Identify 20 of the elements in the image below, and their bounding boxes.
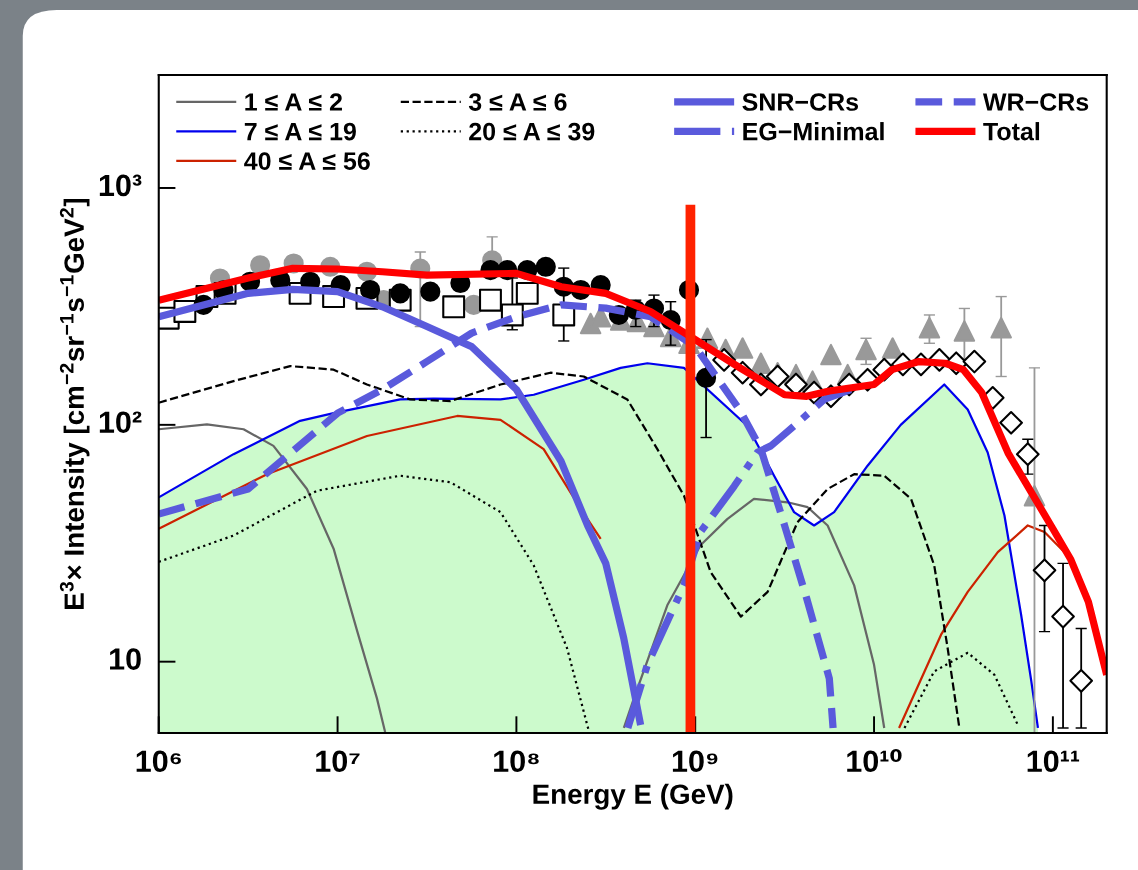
x-axis-title: Energy E (GeV) [533,783,733,810]
x-tick-label: 10⁶ [136,750,181,773]
x-tick-label: 10¹⁰ [847,749,902,773]
y-tick-label: 10² [99,411,142,434]
y-tick-label: 10³ [99,174,142,197]
x-tick-label: 10⁸ [494,750,539,773]
legend-label: 20 ≤ A ≤ 39 [469,122,595,141]
legend-label: EG−Minimal [743,122,884,141]
text: E$^{3}$× Intensity [cm$^{−2}$sr$^{−1}$s$^{−1}$GeV$^{2}$] [59,198,90,609]
legend-label: 7 ≤ A ≤ 19 [244,122,356,141]
x-tick-label: 10¹¹ [1027,750,1080,773]
legend-label: 40 ≤ A ≤ 56 [244,152,370,170]
legend-label: 1 ≤ A ≤ 2 [245,93,342,111]
legend-label: 3 ≤ A ≤ 6 [468,93,567,111]
legend-label: Total [983,122,1040,141]
y-tick-label: 10 [110,648,141,670]
x-tick-label: 10⁹ [672,750,718,773]
legend-label: WR−CRs [982,93,1089,111]
x-tick-label: 10⁷ [316,750,360,773]
legend-label: SNR−CRs [742,93,859,111]
